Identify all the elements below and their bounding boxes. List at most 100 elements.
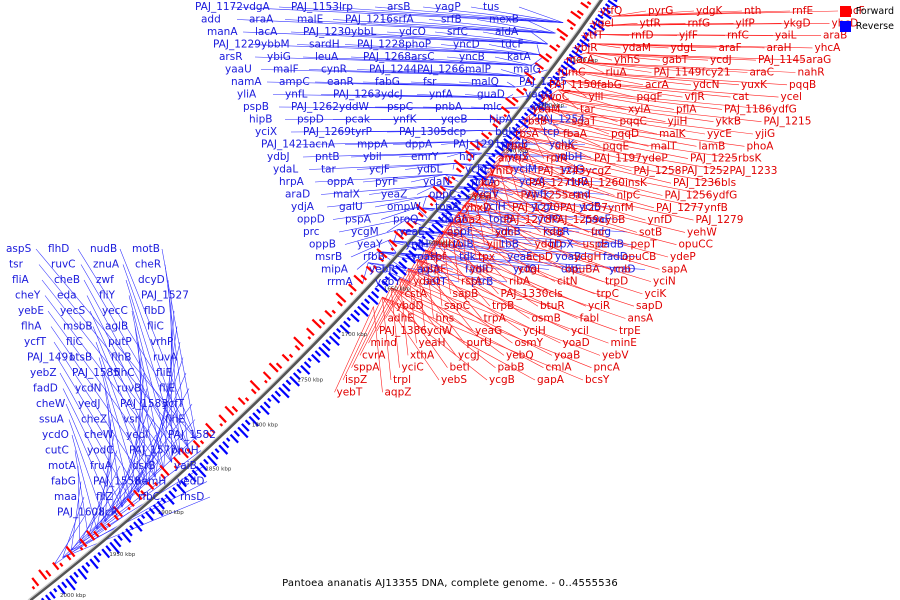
forward-label-line <box>498 164 511 208</box>
forward-feature <box>85 530 96 541</box>
forward-feature <box>405 221 414 229</box>
reverse-label-line <box>350 240 389 258</box>
forward-feature <box>580 1 589 9</box>
reverse-gene-label: ydbJ <box>267 151 290 163</box>
reverse-feature <box>281 383 291 392</box>
reverse-gene-label: PAJ_1230 <box>303 26 351 38</box>
reverse-feature <box>93 555 101 563</box>
forward-feature <box>311 318 322 329</box>
reverse-feature <box>148 507 156 515</box>
forward-gene-label: cls <box>549 288 563 300</box>
reverse-label-line <box>320 185 436 195</box>
forward-gene-label: malT <box>651 140 678 152</box>
reverse-label-line <box>380 207 418 220</box>
forward-label-line <box>334 306 374 393</box>
reverse-gene-label: malP <box>465 64 491 76</box>
left-gene-label: yodC <box>87 445 114 457</box>
reverse-label-line <box>506 94 514 99</box>
forward-label-line <box>550 98 618 122</box>
reverse-gene-label: ycaD <box>609 264 636 276</box>
forward-label-line <box>382 296 488 381</box>
forward-gene-label: btuR <box>540 300 565 312</box>
kbp-tick-label: 1800 kbp <box>252 423 278 429</box>
reverse-feature <box>360 302 370 311</box>
forward-feature <box>106 522 112 528</box>
reverse-label-line <box>378 251 454 270</box>
forward-gene-label: yhhS <box>614 54 641 66</box>
forward-feature <box>249 379 261 391</box>
reverse-feature <box>160 497 167 504</box>
forward-feature <box>555 43 561 49</box>
reverse-label-line <box>386 31 548 45</box>
forward-feature <box>186 448 193 455</box>
reverse-label-line <box>404 69 524 77</box>
reverse-feature <box>460 190 471 199</box>
forward-label-line <box>528 127 545 159</box>
reverse-gene-label: rnd <box>573 189 590 201</box>
forward-gene-label: ytfQ <box>600 5 622 17</box>
reverse-label-line <box>368 185 436 195</box>
reverse-gene-label: ycjF <box>369 164 390 176</box>
reverse-label-line <box>470 6 564 23</box>
forward-label-line <box>466 202 621 258</box>
forward-label-line <box>612 10 695 17</box>
left-gene-label: phoH <box>171 445 199 457</box>
forward-label-line <box>498 164 703 209</box>
reverse-feature <box>367 294 379 306</box>
forward-label-line <box>399 277 601 356</box>
reverse-gene-label: lacA <box>255 26 278 38</box>
reverse-gene-label: betT <box>423 276 447 288</box>
forward-feature <box>153 481 159 487</box>
reverse-feature <box>101 548 111 559</box>
reverse-feature <box>61 581 68 589</box>
left-gene-label: yedJ <box>78 398 100 410</box>
reverse-feature <box>314 350 322 357</box>
reverse-feature <box>214 448 220 454</box>
forward-gene-label: yjiG <box>755 128 775 140</box>
reverse-feature <box>485 160 496 170</box>
reverse-label-line <box>68 419 106 522</box>
forward-feature <box>417 211 424 218</box>
reverse-feature <box>229 433 239 444</box>
forward-label-line <box>536 117 697 147</box>
forward-gene-label: yehW <box>687 226 717 238</box>
forward-gene-label: yhcA <box>815 42 842 54</box>
reverse-label-line <box>125 279 181 456</box>
reverse-feature <box>339 324 350 335</box>
reverse-label-line <box>488 44 540 55</box>
forward-label-line <box>482 183 542 233</box>
forward-gene-label: trpC <box>597 288 619 300</box>
forward-feature <box>556 27 569 38</box>
reverse-gene-label: aldA <box>495 26 519 38</box>
reverse-gene-label: pgpB <box>501 139 528 151</box>
forward-gene-label: purU <box>467 337 492 349</box>
reverse-label-line <box>397 229 490 245</box>
reverse-label-line <box>89 310 164 471</box>
left-gene-label: rhsD <box>180 491 204 503</box>
reverse-feature <box>526 108 537 117</box>
reverse-label-line <box>500 69 524 77</box>
forward-label-line <box>390 287 448 368</box>
reverse-gene-label: ycjV <box>477 189 500 201</box>
forward-gene-label: rpiR <box>546 153 567 165</box>
reverse-label-line <box>386 218 408 233</box>
forward-label-line <box>425 249 626 319</box>
forward-gene-label: bls <box>721 177 736 189</box>
left-gene-label: fliZ <box>96 491 113 503</box>
forward-gene-label: PAJ_1386 <box>379 325 427 337</box>
reverse-label-line <box>362 174 446 183</box>
reverse-label-line <box>524 19 556 34</box>
reverse-feature <box>503 138 513 147</box>
reverse-label-line <box>290 31 548 45</box>
reverse-label-line <box>74 450 89 537</box>
reverse-label-line <box>128 295 173 463</box>
left-gene-label: PAJ_1491 <box>27 352 75 364</box>
forward-label-line <box>482 183 686 233</box>
reverse-label-line <box>410 81 516 88</box>
forward-gene-label: pncA <box>594 362 621 374</box>
reverse-gene-label: malX <box>333 189 360 201</box>
forward-gene-label: ygel <box>592 17 614 29</box>
feature-track <box>31 0 619 600</box>
genome-title: Pantoea ananatis AJ13355 DNA, complete g… <box>282 578 618 589</box>
